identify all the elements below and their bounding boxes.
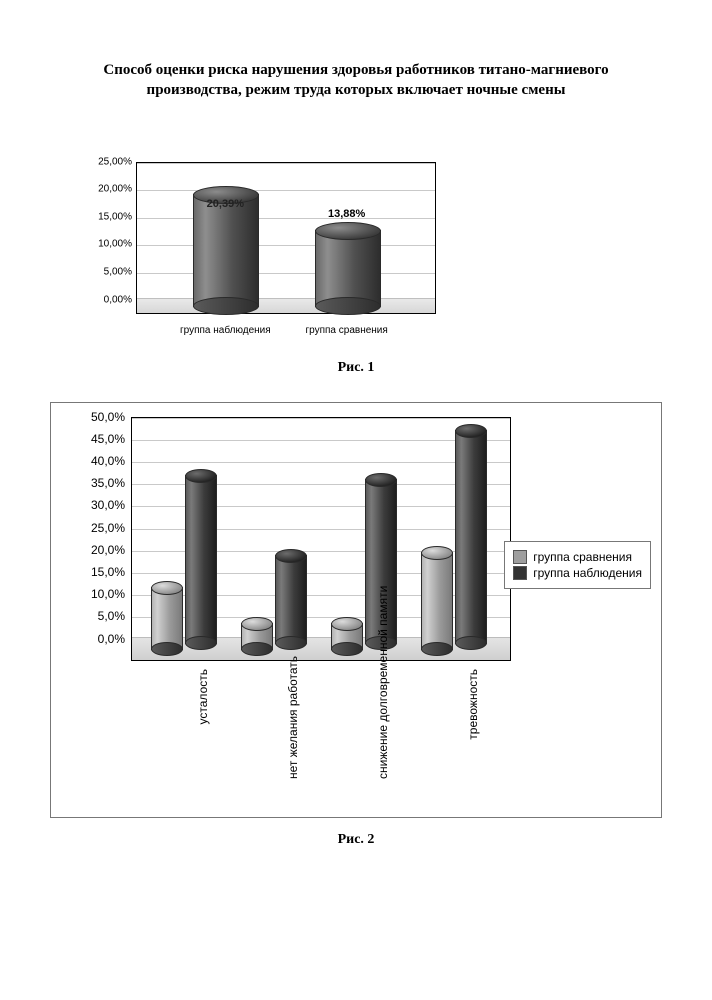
legend-label: группа наблюдения (533, 566, 642, 580)
chart2-bar (185, 475, 217, 644)
chart2-category-label: тревожность (466, 669, 480, 779)
chart1-category-label: группа сравнения (295, 325, 399, 336)
chart2-ytick: 15,0% (61, 565, 125, 579)
chart1-ytick: 15,00% (80, 211, 132, 222)
chart1-ytick: 10,00% (80, 239, 132, 250)
chart2-bar (455, 430, 487, 643)
chart2-ytick: 30,0% (61, 498, 125, 512)
legend-swatch (513, 550, 527, 564)
title-line1: Способ оценки риска нарушения здоровья р… (103, 62, 608, 78)
chart1-ytick: 25,00% (80, 156, 132, 167)
chart2-ytick: 10,0% (61, 587, 125, 601)
chart2-frame: группа сравнения группа наблюдения 0,0% 5,… (50, 402, 662, 818)
chart1-container: 0,00% 5,00% 10,00% 15,00% 20,00% 25,00% 20,39%… (80, 156, 440, 346)
chart2-ytick: 0,0% (61, 632, 125, 646)
chart2-category-label: нет желания работать (286, 669, 300, 779)
chart2-ytick: 45,0% (61, 432, 125, 446)
chart1: 0,00% 5,00% 10,00% 15,00% 20,00% 25,00% 20,39%… (80, 156, 440, 346)
chart2-ytick: 20,0% (61, 543, 125, 557)
chart2-ytick: 35,0% (61, 476, 125, 490)
chart2-legend: группа сравнения группа наблюдения (504, 541, 651, 589)
chart2-bar (241, 623, 273, 650)
legend-swatch (513, 566, 527, 580)
title-line2: производства, режим труда которых включа… (147, 82, 566, 98)
chart2-ytick: 25,0% (61, 521, 125, 535)
chart2-bar (151, 587, 183, 649)
figure2-caption: Рис. 2 (50, 832, 662, 848)
chart2-bar (275, 555, 307, 644)
chart2-ytick: 40,0% (61, 454, 125, 468)
chart1-ytick: 5,00% (80, 266, 132, 277)
chart2-category-label: снижение долговременной памяти (376, 669, 390, 779)
legend-label: группа сравнения (533, 550, 632, 564)
chart1-category-label: группа наблюдения (173, 325, 277, 336)
figure1-caption: Рис. 1 (50, 360, 662, 376)
chart1-value-label: 13,88% (328, 208, 365, 220)
chart1-bar: 13,88% (315, 230, 379, 307)
chart2: группа сравнения группа наблюдения 0,0% 5,… (61, 411, 655, 811)
chart2-ytick: 50,0% (61, 410, 125, 424)
chart1-ytick: 20,00% (80, 184, 132, 195)
page-title: Способ оценки риска нарушения здоровья р… (50, 60, 662, 101)
legend-row: группа наблюдения (513, 566, 642, 580)
chart2-bar (421, 552, 453, 650)
chart2-ytick: 5,0% (61, 609, 125, 623)
legend-row: группа сравнения (513, 550, 642, 564)
chart1-bar: 20,39% (193, 194, 257, 307)
chart2-bar (331, 623, 363, 650)
chart1-value-label: 20,39% (207, 198, 244, 210)
chart1-ytick: 0,00% (80, 294, 132, 305)
chart2-category-label: усталость (196, 669, 210, 779)
